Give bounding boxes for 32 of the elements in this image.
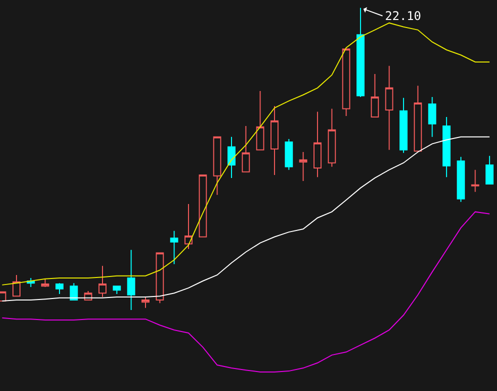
candlestick	[486, 155, 494, 185]
candlestick	[256, 90, 264, 150]
candlestick	[471, 169, 480, 192]
candlestick	[400, 97, 408, 154]
candlestick	[198, 174, 207, 238]
candlestick	[170, 230, 178, 265]
candlestick	[428, 96, 436, 138]
candlestick	[456, 156, 465, 202]
candlestick	[228, 136, 236, 178]
candlestick	[442, 116, 451, 178]
candlestick	[213, 136, 222, 196]
candlestick	[299, 151, 308, 182]
candlestick	[270, 106, 279, 176]
annotation: 22.10	[385, 9, 422, 23]
candlestick	[184, 203, 193, 250]
candlestick	[242, 126, 250, 172]
candlestick	[55, 282, 64, 295]
candlestick	[156, 252, 164, 304]
candlestick	[314, 111, 322, 178]
candlestick	[127, 249, 136, 311]
candlestick	[70, 282, 78, 301]
candlestick	[328, 108, 336, 168]
candlestick	[98, 265, 107, 298]
candlestick	[141, 296, 150, 308]
candlestick	[370, 74, 379, 118]
candlestick	[12, 274, 20, 297]
candlestick	[41, 278, 50, 288]
candlestick	[414, 85, 422, 152]
candlestick	[112, 286, 121, 295]
candlestick	[385, 65, 394, 150]
candlestick	[284, 138, 293, 170]
candlestick	[342, 48, 350, 117]
